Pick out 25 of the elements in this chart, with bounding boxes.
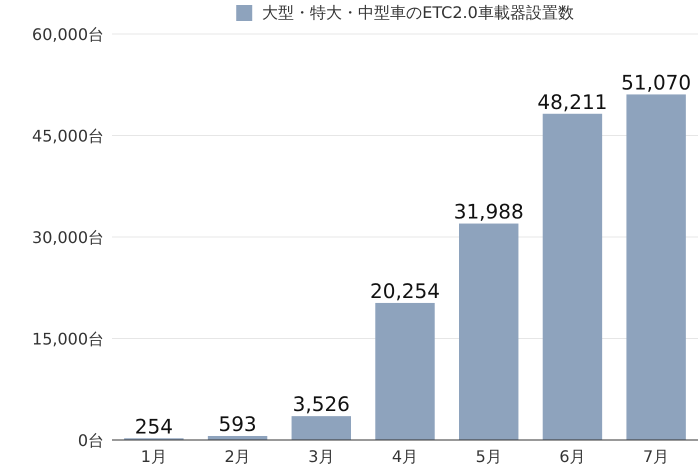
y-tick-label: 15,000台 (32, 330, 104, 348)
y-tick-label: 60,000台 (32, 25, 104, 44)
x-tick-label: 2月 (224, 447, 251, 466)
bar (542, 114, 602, 440)
bar (375, 302, 435, 440)
data-label: 3,526 (292, 392, 350, 416)
x-tick-label: 1月 (140, 447, 167, 466)
y-tick-label: 45,000台 (32, 126, 104, 146)
legend-label: 大型・特大・中型車のETC2.0車載器設置数 (262, 3, 574, 22)
bar (292, 416, 352, 440)
x-tick-label: 7月 (643, 447, 670, 466)
y-tick-label: 0台 (78, 431, 104, 450)
y-tick-label: 30,000台 (32, 228, 104, 247)
x-tick-label: 6月 (559, 447, 586, 466)
x-tick-label: 4月 (392, 447, 418, 466)
x-tick-label: 5月 (476, 447, 502, 466)
data-label: 51,070 (621, 70, 692, 94)
bar (626, 94, 686, 440)
data-label: 254 (134, 414, 173, 438)
data-label: 20,254 (370, 278, 440, 303)
x-tick-label: 3月 (308, 447, 334, 466)
bar (458, 224, 518, 440)
data-label: 48,211 (537, 90, 608, 114)
data-label: 593 (218, 412, 257, 436)
data-label: 31,988 (454, 200, 524, 224)
